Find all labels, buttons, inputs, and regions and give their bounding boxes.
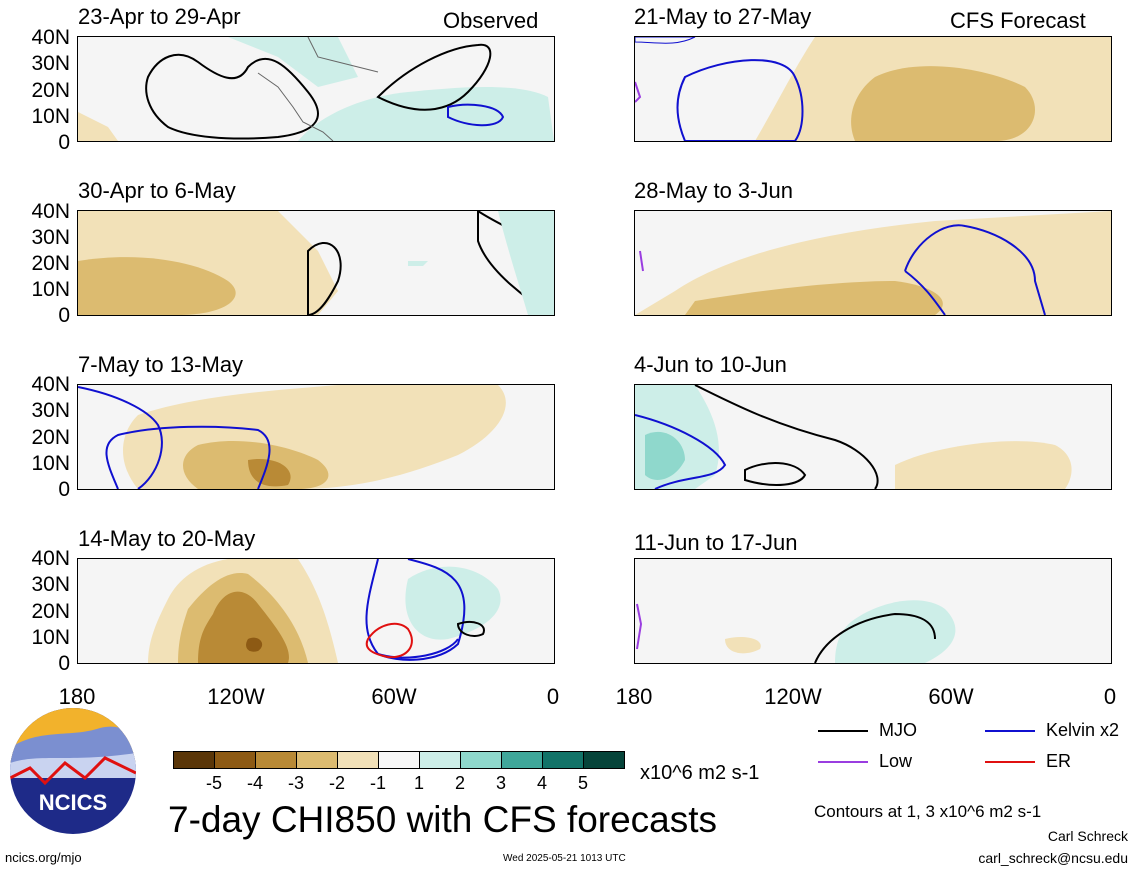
colorbar-label: 1 — [413, 773, 424, 793]
legend-low-label: Low — [879, 751, 913, 771]
map-panel-1 — [77, 36, 555, 142]
legend-low-line — [818, 761, 868, 763]
colorbar-cell — [337, 751, 379, 769]
colorbar-cell — [255, 751, 297, 769]
panel-title-1: 23-Apr to 29-Apr — [78, 4, 241, 29]
panel-title-4: 14-May to 20-May — [78, 526, 256, 551]
y-tick: 30N — [31, 399, 70, 422]
colorbar-label: 3 — [495, 773, 506, 793]
map-field-4 — [148, 559, 501, 663]
colorbar-cell — [296, 751, 338, 769]
map-field-2 — [78, 211, 554, 315]
panel-title-2: 30-Apr to 6-May — [78, 178, 236, 203]
colorbar-label: -4 — [246, 773, 263, 793]
x-tick: 120W — [764, 684, 822, 709]
colorbar-label: -2 — [328, 773, 345, 793]
forecast-tag: CFS Forecast — [950, 8, 1086, 33]
logo-text: NCICS — [38, 790, 108, 815]
map-panel-7 — [634, 384, 1112, 490]
map-field-1 — [78, 37, 554, 141]
map-panel-5 — [634, 36, 1112, 142]
y-tick: 0 — [58, 304, 70, 327]
colorbar-label: -5 — [205, 773, 222, 793]
legend-er-line — [985, 761, 1035, 763]
y-tick: 40N — [31, 547, 70, 570]
y-tick: 40N — [31, 26, 70, 49]
map-field-3 — [78, 385, 506, 489]
y-tick: 10N — [31, 105, 70, 128]
map-field-7 — [635, 385, 1072, 489]
colorbar-units: x10^6 m2 s-1 — [640, 762, 760, 784]
y-tick: 10N — [31, 626, 70, 649]
colorbar-cell — [542, 751, 584, 769]
main-title: 7-day CHI850 with CFS forecasts — [168, 799, 718, 840]
x-tick: 0 — [1103, 684, 1117, 709]
colorbar-label: 5 — [577, 773, 588, 793]
logo-emblem — [10, 708, 136, 786]
x-tick: 120W — [207, 684, 265, 709]
y-tick: 20N — [31, 252, 70, 275]
colorbar-label: -1 — [369, 773, 386, 793]
colorbar-cell — [583, 751, 625, 769]
map-field-6 — [635, 211, 1111, 315]
legend-mjo-line — [818, 730, 868, 732]
panel-title-8: 11-Jun to 17-Jun — [634, 530, 798, 555]
colorbar-label: 4 — [536, 773, 547, 793]
colorbar-label: -3 — [287, 773, 304, 793]
map-panel-4 — [77, 558, 555, 664]
y-tick: 20N — [31, 79, 70, 102]
x-tick: 0 — [546, 684, 560, 709]
colorbar-cell — [419, 751, 461, 769]
y-tick: 0 — [58, 131, 70, 154]
y-tick: 0 — [58, 652, 70, 675]
contour-note: Contours at 1, 3 x10^6 m2 s-1 — [814, 802, 1042, 821]
y-tick: 10N — [31, 278, 70, 301]
panel-title-3: 7-May to 13-May — [78, 352, 244, 377]
map-field-8 — [636, 600, 956, 663]
legend-mjo-label: MJO — [879, 720, 917, 740]
panel-title-5: 21-May to 27-May — [634, 4, 812, 29]
x-tick: 60W — [371, 684, 417, 709]
panel-title-7: 4-Jun to 10-Jun — [634, 352, 787, 377]
legend-kelvin-label: Kelvin x2 — [1046, 720, 1120, 740]
panel-title-6: 28-May to 3-Jun — [634, 178, 793, 203]
y-tick: 30N — [31, 52, 70, 75]
map-panel-6 — [634, 210, 1112, 316]
colorbar-cell — [378, 751, 420, 769]
colorbar-cell — [173, 751, 215, 769]
y-tick: 20N — [31, 426, 70, 449]
map-panel-8 — [634, 558, 1112, 664]
y-tick: 30N — [31, 226, 70, 249]
footer-email: carl_schreck@ncsu.edu — [978, 850, 1128, 866]
colorbar-cell — [501, 751, 543, 769]
colorbar-label: 2 — [454, 773, 465, 793]
map-panel-3 — [77, 384, 555, 490]
x-tick: 180 — [58, 684, 96, 709]
map-field-5 — [635, 37, 1111, 141]
y-tick: 20N — [31, 600, 70, 623]
legend-er-label: ER — [1046, 751, 1072, 771]
legend-kelvin-line — [985, 730, 1035, 732]
x-tick: 60W — [928, 684, 974, 709]
y-tick: 0 — [58, 478, 70, 501]
observed-tag: Observed — [443, 8, 539, 33]
y-tick: 30N — [31, 573, 70, 596]
map-panel-2 — [77, 210, 555, 316]
footer-url: ncics.org/mjo — [5, 850, 82, 865]
footer-timestamp: Wed 2025-05-21 1013 UTC — [503, 853, 626, 864]
colorbar-cell — [214, 751, 256, 769]
colorbar-cell — [460, 751, 502, 769]
footer-author: Carl Schreck — [1047, 828, 1128, 844]
y-tick: 40N — [31, 200, 70, 223]
y-tick: 40N — [31, 373, 70, 396]
x-tick: 180 — [615, 684, 653, 709]
ncics-logo: NCICS — [10, 708, 136, 834]
y-tick: 10N — [31, 452, 70, 475]
